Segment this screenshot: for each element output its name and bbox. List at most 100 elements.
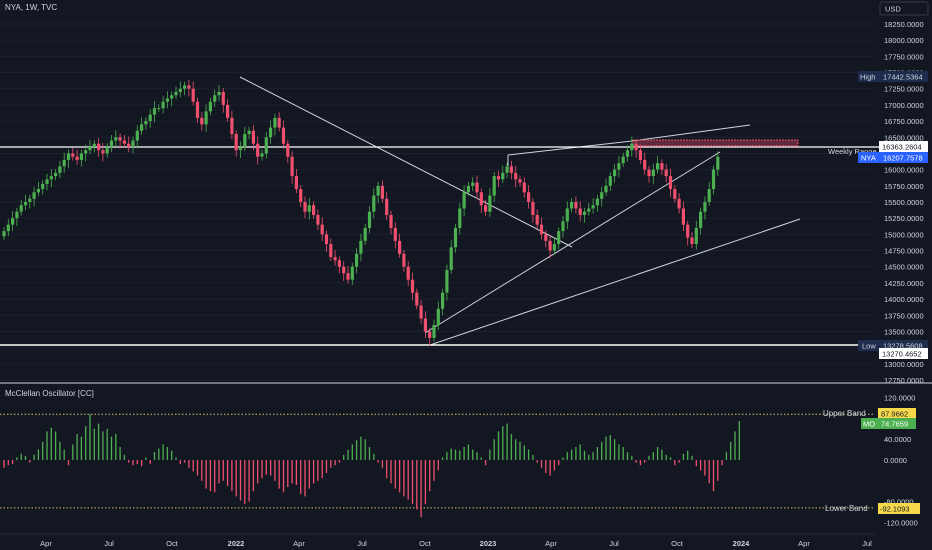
oscillator-histogram[interactable] [3, 414, 740, 518]
candle[interactable] [548, 235, 552, 259]
candle[interactable] [281, 120, 286, 149]
candle[interactable] [307, 198, 311, 220]
rising-support-trendline[interactable] [429, 218, 801, 346]
candle[interactable] [441, 288, 445, 316]
candle[interactable] [277, 112, 281, 132]
candle[interactable] [604, 178, 608, 197]
candle[interactable] [23, 194, 28, 211]
candle[interactable] [544, 230, 548, 248]
descending-trendline[interactable] [239, 76, 573, 248]
candle[interactable] [634, 139, 638, 158]
candle[interactable] [557, 227, 561, 250]
candle[interactable] [342, 261, 346, 281]
candle[interactable] [673, 185, 677, 203]
candle[interactable] [527, 185, 531, 209]
candle[interactable] [333, 249, 337, 266]
candle[interactable] [161, 96, 165, 114]
candle[interactable] [122, 135, 126, 148]
candle[interactable] [92, 139, 96, 153]
candle[interactable] [165, 91, 169, 109]
candle[interactable] [105, 143, 109, 158]
candle[interactable] [570, 198, 574, 213]
candle[interactable] [157, 104, 161, 113]
trendline-drawings[interactable] [0, 76, 880, 346]
candle[interactable] [578, 201, 582, 222]
candle[interactable] [312, 201, 316, 219]
candle[interactable] [380, 180, 384, 203]
candle[interactable] [247, 126, 251, 140]
candle[interactable] [574, 196, 578, 214]
candle[interactable] [337, 256, 341, 274]
candle[interactable] [299, 185, 303, 208]
candle[interactable] [522, 177, 526, 198]
candle[interactable] [62, 152, 66, 173]
candle[interactable] [591, 198, 595, 214]
candle[interactable] [140, 117, 144, 135]
candle[interactable] [694, 220, 698, 250]
candle[interactable] [475, 175, 479, 199]
candle[interactable] [221, 88, 225, 113]
currency-badge[interactable]: USD [879, 1, 929, 16]
candle[interactable] [131, 136, 135, 154]
candle[interactable] [127, 136, 131, 153]
candle[interactable] [88, 139, 92, 155]
candle[interactable] [355, 248, 359, 274]
candle[interactable] [71, 147, 75, 161]
candle[interactable] [613, 164, 617, 183]
candle[interactable] [462, 185, 466, 217]
candle[interactable] [561, 215, 565, 238]
candle[interactable] [256, 136, 260, 165]
candle[interactable] [668, 168, 673, 197]
candle[interactable] [501, 165, 505, 184]
candle[interactable] [294, 168, 298, 193]
candle[interactable] [630, 136, 634, 157]
candle[interactable] [703, 196, 707, 220]
candle[interactable] [238, 141, 243, 158]
candle[interactable] [587, 202, 591, 216]
candle[interactable] [595, 194, 599, 212]
candle[interactable] [707, 181, 711, 206]
candle[interactable] [286, 139, 290, 164]
candle[interactable] [195, 97, 200, 124]
candle[interactable] [66, 149, 71, 168]
candle[interactable] [466, 181, 470, 197]
candle[interactable] [49, 168, 53, 188]
candle[interactable] [664, 164, 668, 183]
channel-top-line-right[interactable] [631, 124, 751, 142]
candle[interactable] [273, 113, 277, 136]
candle[interactable] [552, 236, 556, 255]
candle[interactable] [243, 126, 247, 151]
candle[interactable] [11, 211, 15, 232]
candle[interactable] [359, 233, 363, 262]
channel-top-line-left[interactable] [507, 140, 633, 156]
candle[interactable] [681, 201, 685, 232]
candle[interactable] [428, 327, 432, 346]
candle[interactable] [6, 219, 10, 237]
candle[interactable] [174, 86, 178, 100]
candle[interactable] [651, 164, 655, 184]
candle[interactable] [660, 159, 664, 175]
candle[interactable] [711, 165, 716, 195]
candle[interactable] [458, 202, 462, 235]
candle[interactable] [699, 207, 703, 235]
candle[interactable] [260, 149, 264, 161]
candle[interactable] [109, 135, 114, 153]
candle[interactable] [449, 240, 453, 274]
candle[interactable] [518, 175, 522, 187]
candle[interactable] [716, 151, 720, 177]
candle[interactable] [686, 220, 690, 246]
candle[interactable] [213, 89, 217, 107]
candle[interactable] [178, 81, 182, 98]
candle[interactable] [187, 79, 191, 97]
candle[interactable] [690, 232, 694, 248]
candle[interactable] [320, 217, 324, 241]
candle[interactable] [200, 112, 204, 131]
candle[interactable] [600, 186, 604, 207]
candle[interactable] [144, 117, 148, 130]
candle[interactable] [423, 311, 427, 338]
candle[interactable] [28, 194, 32, 209]
candle[interactable] [32, 186, 36, 207]
candle[interactable] [436, 301, 440, 331]
candle[interactable] [565, 201, 569, 230]
